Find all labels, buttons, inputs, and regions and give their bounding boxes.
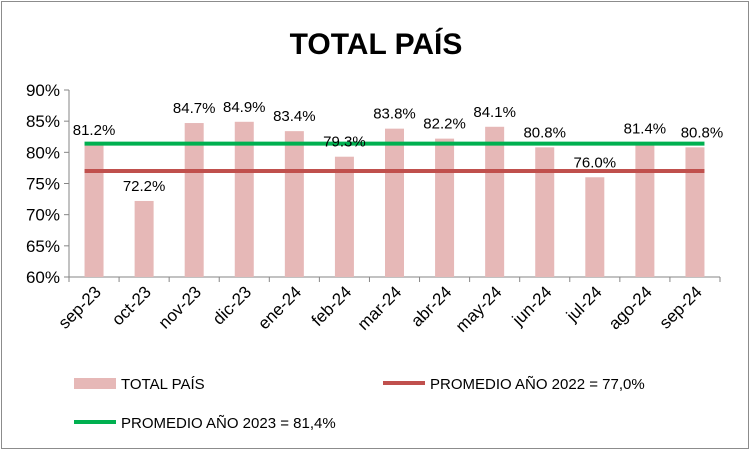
legend-label: PROMEDIO AÑO 2022 = 77,0% [430,376,645,393]
y-tick-label: 75% [26,175,60,194]
y-tick-label: 70% [26,206,60,225]
bar [134,200,154,277]
legend: TOTAL PAÍS PROMEDIO AÑO 2022 = 77,0% PROME… [74,376,645,432]
data-label: 72.2% [123,178,166,195]
x-tick-label: abr-24 [407,282,455,330]
bar [84,144,104,277]
data-label: 84.9% [223,99,266,116]
y-tick-label: 80% [26,143,60,162]
bar [485,126,505,277]
plot-area: 60% 65% 70% 75% 80% 85% 90% 81.2% 72.2% 84.7% 84.9… [26,81,723,336]
x-tick-label: ene-24 [254,282,305,333]
data-label: 80.8% [523,124,566,141]
legend-swatch-bar [74,378,116,389]
x-tick-label: mar-24 [354,282,406,334]
x-tick-label: sep-24 [656,282,706,332]
data-label: 79.3% [323,134,366,151]
chart-title: TOTAL PAÍS [290,27,463,61]
data-label: 81.4% [624,121,667,138]
x-tick-label: jul-24 [562,282,606,326]
data-label: 83.4% [273,108,316,125]
bar [535,147,555,277]
data-label: 84.1% [473,104,516,121]
bar [284,131,304,277]
bar [385,128,404,277]
y-tick-label: 65% [26,237,60,256]
data-label: 80.8% [681,124,724,141]
x-tick-label: jun-24 [508,282,556,330]
bar [435,138,455,277]
x-tick-label: sep-23 [55,282,105,332]
bar [184,123,204,277]
bar [635,143,655,277]
data-label: 82.2% [423,116,466,133]
bar [685,147,705,277]
x-tick-label: dic-23 [209,282,255,328]
legend-label: TOTAL PAÍS [121,376,205,393]
y-tick-label: 60% [26,268,60,287]
x-tick-label: feb-24 [308,282,356,330]
x-tick-label: oct-23 [108,282,155,329]
data-label: 81.2% [73,122,116,139]
x-tick-label: may-24 [452,282,506,336]
x-tick-label: ago-24 [605,282,656,333]
bar [585,177,605,277]
data-label: 76.0% [574,154,617,171]
data-label: 83.8% [373,106,416,123]
x-tick-label: nov-23 [155,282,205,332]
y-tick-label: 90% [26,81,60,100]
legend-label: PROMEDIO AÑO 2023 = 81,4% [121,415,336,432]
y-tick-label: 85% [26,112,60,131]
data-label: 84.7% [173,100,216,117]
bar [234,121,254,277]
bar [334,156,354,277]
